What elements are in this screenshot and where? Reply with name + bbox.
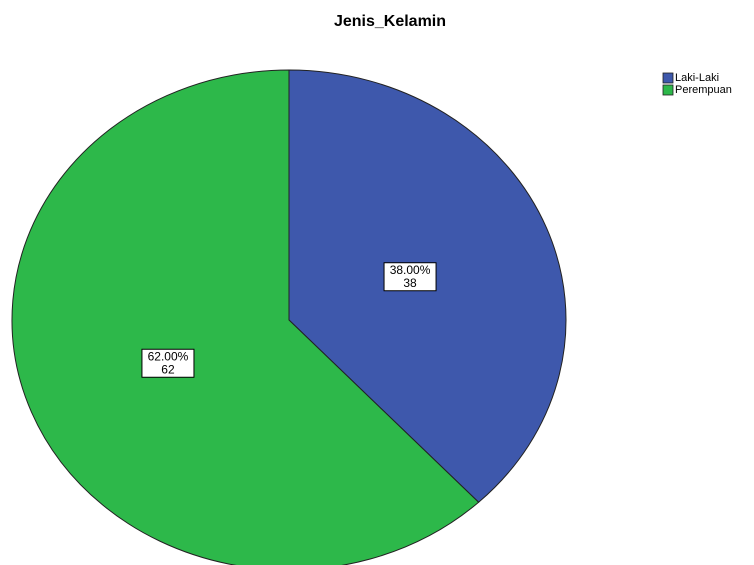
data-label: 62 bbox=[161, 362, 175, 376]
chart-title: Jenis_Kelamin bbox=[334, 13, 446, 30]
data-label: 62.00% bbox=[148, 349, 189, 363]
data-label-box bbox=[383, 262, 437, 292]
legend-label: Perempuan bbox=[675, 84, 732, 96]
data-label: 38 bbox=[403, 276, 417, 290]
legend-swatch bbox=[662, 84, 674, 96]
pie-slice bbox=[11, 69, 480, 565]
data-label: 38.00% bbox=[390, 263, 431, 277]
data-label-box bbox=[141, 348, 195, 378]
legend-label: Laki-Laki bbox=[675, 72, 719, 84]
legend-swatch bbox=[662, 72, 674, 84]
